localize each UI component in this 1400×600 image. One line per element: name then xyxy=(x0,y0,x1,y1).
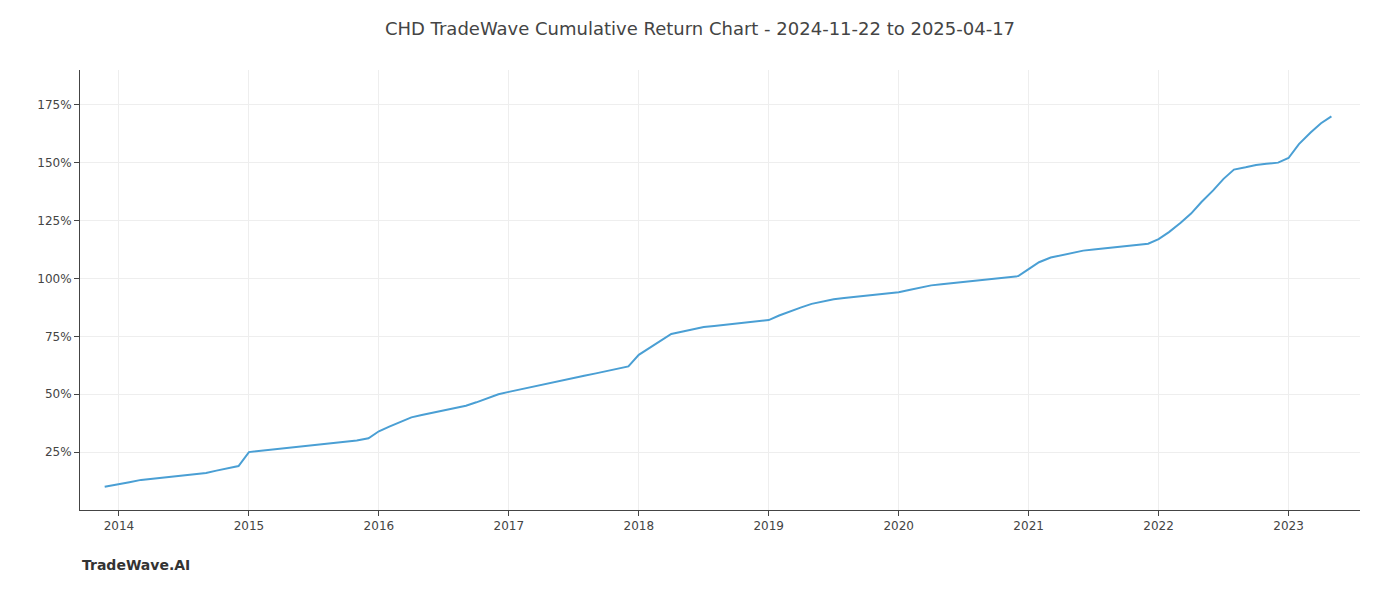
svg-text:2018: 2018 xyxy=(624,519,655,533)
svg-text:150%: 150% xyxy=(37,156,71,170)
svg-text:125%: 125% xyxy=(37,214,71,228)
svg-text:2015: 2015 xyxy=(234,519,265,533)
svg-text:2016: 2016 xyxy=(364,519,395,533)
svg-text:TradeWave.AI: TradeWave.AI xyxy=(82,557,190,573)
svg-text:100%: 100% xyxy=(37,272,71,286)
svg-text:2019: 2019 xyxy=(753,519,784,533)
svg-text:75%: 75% xyxy=(45,330,72,344)
svg-text:175%: 175% xyxy=(37,98,71,112)
svg-text:25%: 25% xyxy=(45,445,72,459)
svg-text:2017: 2017 xyxy=(494,519,525,533)
svg-text:2020: 2020 xyxy=(883,519,914,533)
svg-text:2021: 2021 xyxy=(1013,519,1044,533)
svg-text:2023: 2023 xyxy=(1273,519,1304,533)
svg-text:50%: 50% xyxy=(45,387,72,401)
svg-text:2022: 2022 xyxy=(1143,519,1174,533)
svg-text:2014: 2014 xyxy=(104,519,135,533)
svg-text:CHD TradeWave Cumulative Retur: CHD TradeWave Cumulative Return Chart - … xyxy=(385,18,1015,39)
